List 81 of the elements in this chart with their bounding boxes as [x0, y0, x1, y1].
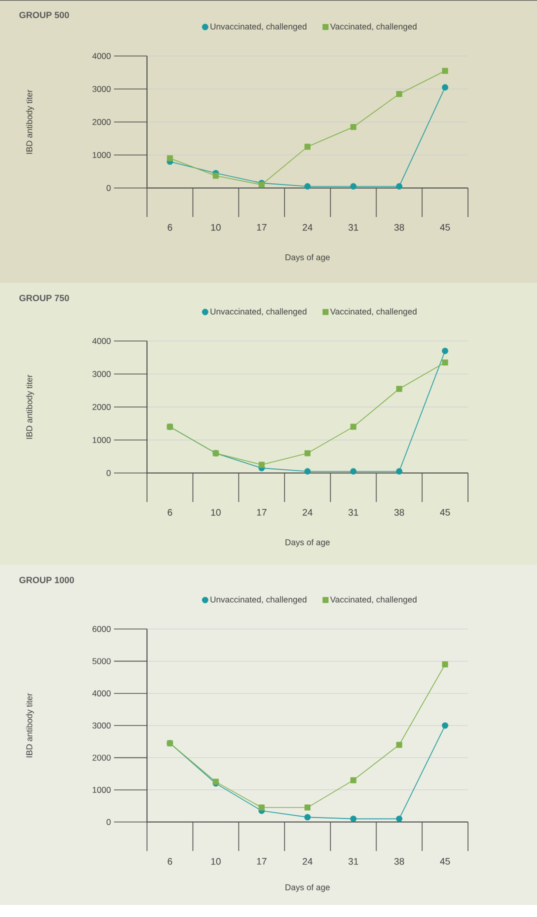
- point: [442, 359, 448, 366]
- point: [442, 722, 448, 729]
- text: GROUP 500: [19, 12, 69, 18]
- x-tick-label: 17: [257, 509, 266, 516]
- point: [304, 144, 310, 150]
- point: [350, 424, 356, 430]
- point: [304, 450, 310, 456]
- x-tick-label: 45: [440, 509, 450, 516]
- y-tick-label: 0: [106, 470, 111, 476]
- x-tick-label: 6: [168, 858, 172, 865]
- x-tick-label: 45: [440, 858, 450, 865]
- point: [396, 742, 402, 748]
- x-tick-label: 31: [348, 224, 358, 231]
- y-tick-label: 2000: [92, 754, 111, 761]
- y-tick-label: 1000: [92, 152, 111, 158]
- point: [304, 804, 310, 811]
- legend-label: Vaccinated, challenged: [330, 596, 416, 604]
- x-tick-label: 45: [440, 224, 450, 231]
- text: GROUP 750: [19, 294, 69, 302]
- legend-label: Unvaccinated, challenged: [210, 596, 306, 604]
- point: [258, 804, 265, 811]
- x-tick-label: 24: [302, 509, 312, 516]
- legend-label: Vaccinated, challenged: [330, 308, 416, 316]
- point: [304, 468, 311, 475]
- y-tick-label: 5000: [92, 658, 111, 664]
- x-tick-label: 31: [348, 509, 358, 516]
- y-tick-label: 3000: [92, 722, 111, 729]
- y-axis-title: IBD antibody titer: [26, 90, 34, 154]
- y-tick-label: 3000: [92, 86, 111, 92]
- y-tick-label: 2000: [92, 404, 111, 410]
- point: [350, 468, 357, 475]
- x-tick-label: 31: [348, 858, 358, 865]
- x-tick-label: 24: [302, 858, 312, 865]
- y-tick-label: 4000: [92, 53, 111, 59]
- point: [442, 661, 448, 668]
- y-tick-label: 3000: [92, 371, 111, 378]
- x-tick-label: 17: [257, 224, 266, 231]
- point: [166, 155, 173, 162]
- point: [396, 468, 402, 475]
- point: [350, 816, 357, 822]
- point: [396, 816, 402, 822]
- legend-label: Unvaccinated, challenged: [210, 308, 306, 316]
- y-tick-label: 4000: [92, 690, 111, 696]
- y-axis-title: IBD antibody titer: [26, 693, 34, 758]
- y-tick-label: 0: [106, 819, 111, 826]
- x-tick-label: 6: [168, 509, 172, 516]
- point: [396, 183, 402, 190]
- y-tick-label: 4000: [92, 338, 111, 344]
- point: [212, 172, 219, 179]
- y-tick-label: 0: [106, 185, 111, 191]
- point: [304, 183, 311, 190]
- text: GROUP 1000: [19, 576, 74, 584]
- x-tick-label: 6: [168, 224, 172, 231]
- y-tick-label: 6000: [92, 626, 111, 632]
- x-axis-title: Days of age: [286, 884, 330, 892]
- y-axis-title: IBD antibody titer: [26, 374, 34, 439]
- x-axis-title: Days of age: [286, 254, 330, 262]
- point: [442, 68, 448, 74]
- point: [442, 348, 448, 354]
- point: [304, 814, 311, 820]
- x-axis-title: Days of age: [286, 539, 330, 547]
- point: [442, 84, 448, 91]
- y-tick-label: 2000: [92, 119, 111, 125]
- point: [350, 124, 356, 130]
- x-tick-label: 17: [257, 858, 266, 865]
- point: [396, 386, 402, 392]
- point: [396, 90, 402, 97]
- legend-label: Vaccinated, challenged: [330, 23, 416, 32]
- x-tick-label: 38: [394, 858, 404, 865]
- y-tick-label: 1000: [92, 786, 111, 793]
- y-tick-label: 1000: [92, 437, 111, 443]
- point: [350, 183, 357, 190]
- x-tick-label: 10: [211, 858, 221, 865]
- point: [350, 777, 356, 784]
- point: [258, 462, 265, 468]
- x-tick-label: 10: [211, 224, 221, 231]
- x-tick-label: 38: [394, 509, 404, 516]
- legend-label: Unvaccinated, challenged: [210, 23, 306, 32]
- x-tick-label: 38: [394, 224, 404, 231]
- x-tick-label: 24: [302, 224, 312, 231]
- x-tick-label: 10: [211, 509, 221, 516]
